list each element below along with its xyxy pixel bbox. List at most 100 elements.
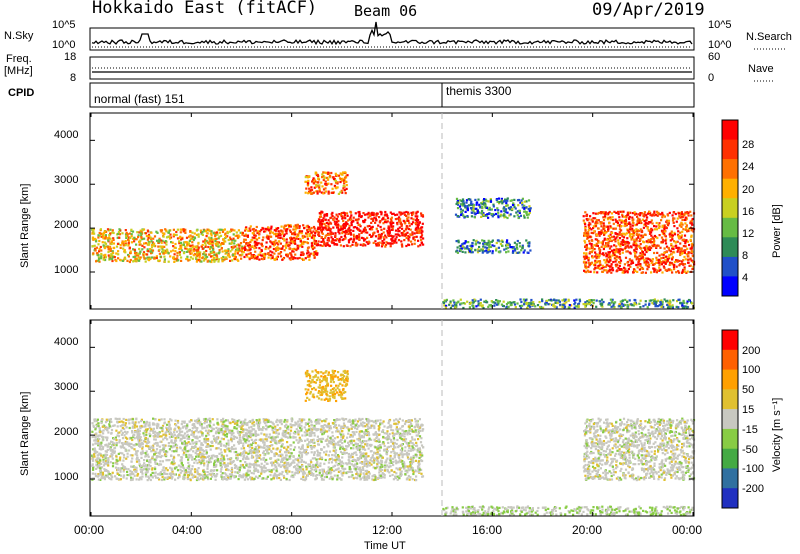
data-cell <box>660 257 663 260</box>
data-cell <box>597 219 600 222</box>
data-cell <box>218 429 221 432</box>
data-cell <box>653 243 656 246</box>
data-cell <box>169 233 172 236</box>
data-cell <box>385 432 388 435</box>
data-cell <box>487 243 490 246</box>
data-cell <box>325 214 329 217</box>
data-cell <box>588 301 591 304</box>
data-cell <box>291 471 294 474</box>
data-cell <box>249 225 252 228</box>
data-cell <box>271 256 274 259</box>
data-cell <box>205 239 208 243</box>
data-cell <box>681 251 684 255</box>
data-cell <box>368 464 371 467</box>
data-cell <box>588 299 591 302</box>
data-cell <box>651 260 654 263</box>
data-cell <box>609 218 612 221</box>
data-cell <box>467 204 471 207</box>
data-cell <box>250 254 253 257</box>
data-cell <box>511 199 514 202</box>
data-cell <box>310 244 314 247</box>
data-cell <box>602 219 606 222</box>
data-cell <box>523 200 526 203</box>
data-cell <box>457 239 460 242</box>
data-cell <box>653 270 656 273</box>
data-cell <box>310 231 313 234</box>
data-cell <box>249 229 252 232</box>
data-cell <box>478 203 481 206</box>
data-cell <box>495 299 498 302</box>
data-cell <box>362 228 365 231</box>
data-cell <box>512 202 515 205</box>
data-cell <box>154 430 157 433</box>
data-cell <box>459 298 462 301</box>
data-cell <box>285 464 288 467</box>
data-cell <box>487 305 490 308</box>
data-cell <box>381 472 384 475</box>
data-cell <box>352 229 355 232</box>
data-cell <box>305 232 308 235</box>
data-cell <box>171 473 174 476</box>
data-cell <box>664 226 667 229</box>
data-cell <box>401 447 404 450</box>
data-cell <box>370 226 373 229</box>
data-cell <box>92 230 95 233</box>
data-cell <box>599 211 602 214</box>
data-cell <box>167 252 170 255</box>
data-cell <box>496 207 499 210</box>
data-cell <box>226 235 229 238</box>
data-cell <box>374 476 377 479</box>
data-cell <box>671 236 674 239</box>
data-cell <box>279 453 282 456</box>
data-cell <box>296 257 299 260</box>
data-cell <box>614 227 617 230</box>
data-cell <box>275 233 278 236</box>
data-cell <box>148 259 151 262</box>
data-cell <box>109 228 112 231</box>
data-cell <box>406 231 409 234</box>
data-cell <box>202 229 206 232</box>
data-cell <box>274 425 277 428</box>
data-cell <box>204 470 207 473</box>
data-cell <box>585 235 589 238</box>
data-cell <box>644 233 647 236</box>
data-cell <box>672 299 675 302</box>
data-cell <box>312 179 315 182</box>
data-cell <box>412 218 415 221</box>
data-cell <box>158 248 161 251</box>
data-cell <box>670 232 673 235</box>
data-cell <box>555 299 558 302</box>
data-cell <box>567 306 570 309</box>
data-cell <box>415 223 418 226</box>
data-cell <box>455 304 458 307</box>
data-cell <box>306 232 309 236</box>
data-cell <box>340 173 343 176</box>
data-cell <box>263 255 266 258</box>
data-cell <box>618 252 622 256</box>
data-cell <box>115 444 118 447</box>
data-cell <box>634 247 637 250</box>
data-cell <box>657 305 660 308</box>
data-cell <box>668 263 671 266</box>
data-cell <box>528 211 531 214</box>
data-cell <box>583 260 586 263</box>
data-cell <box>123 427 126 430</box>
data-cell <box>471 211 474 214</box>
data-cell <box>583 239 586 242</box>
data-cell <box>294 228 297 231</box>
data-cell <box>381 242 384 245</box>
data-cell <box>676 227 679 230</box>
data-cell <box>644 271 647 274</box>
data-cell <box>236 236 240 239</box>
data-cell <box>140 236 143 239</box>
data-cell <box>619 243 622 246</box>
data-cell <box>94 427 97 430</box>
data-cell <box>406 226 409 229</box>
data-cell <box>587 218 590 221</box>
data-cell <box>487 239 490 242</box>
data-cell <box>333 239 336 242</box>
data-cell <box>642 241 645 244</box>
data-cell <box>112 242 115 245</box>
data-cell <box>332 242 335 245</box>
data-cell <box>215 231 219 234</box>
